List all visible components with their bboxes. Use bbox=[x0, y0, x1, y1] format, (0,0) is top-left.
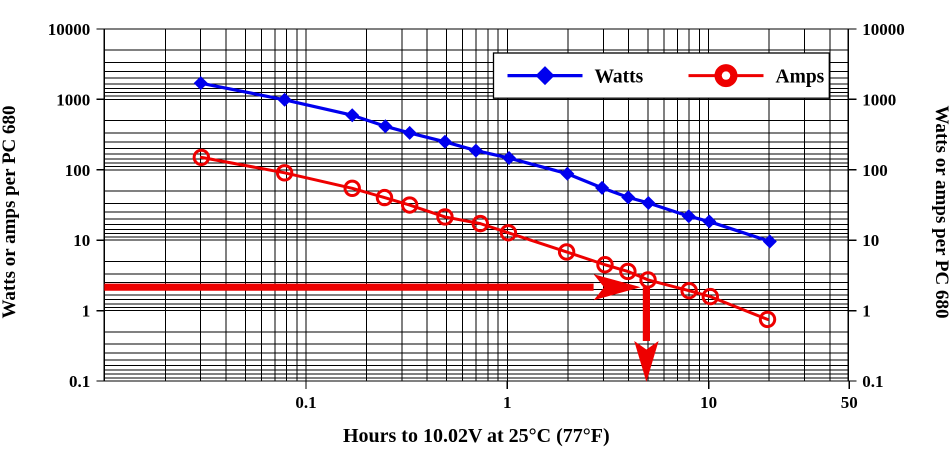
svg-text:0.1: 0.1 bbox=[69, 372, 90, 391]
svg-text:100: 100 bbox=[862, 161, 888, 180]
svg-text:50: 50 bbox=[841, 393, 858, 412]
svg-text:10: 10 bbox=[700, 393, 717, 412]
svg-text:10: 10 bbox=[73, 231, 90, 250]
svg-text:100: 100 bbox=[65, 161, 91, 180]
svg-text:1000: 1000 bbox=[862, 90, 896, 109]
svg-text:Watts: Watts bbox=[595, 67, 644, 88]
svg-text:10: 10 bbox=[862, 231, 879, 250]
svg-text:1: 1 bbox=[503, 393, 512, 412]
svg-text:10000: 10000 bbox=[48, 20, 91, 39]
svg-text:10000: 10000 bbox=[862, 20, 905, 39]
svg-text:Hours to 10.02V at 25°C (77°F): Hours to 10.02V at 25°C (77°F) bbox=[343, 425, 610, 447]
svg-text:Watts or amps per PC 680: Watts or amps per PC 680 bbox=[931, 105, 951, 318]
svg-text:1: 1 bbox=[82, 302, 91, 321]
svg-text:1: 1 bbox=[862, 302, 871, 321]
svg-text:Watts or amps per PC 680: Watts or amps per PC 680 bbox=[0, 105, 20, 318]
svg-text:Amps: Amps bbox=[776, 67, 825, 88]
svg-text:0.1: 0.1 bbox=[295, 393, 316, 412]
svg-text:0.1: 0.1 bbox=[862, 372, 883, 391]
svg-text:1000: 1000 bbox=[56, 90, 90, 109]
